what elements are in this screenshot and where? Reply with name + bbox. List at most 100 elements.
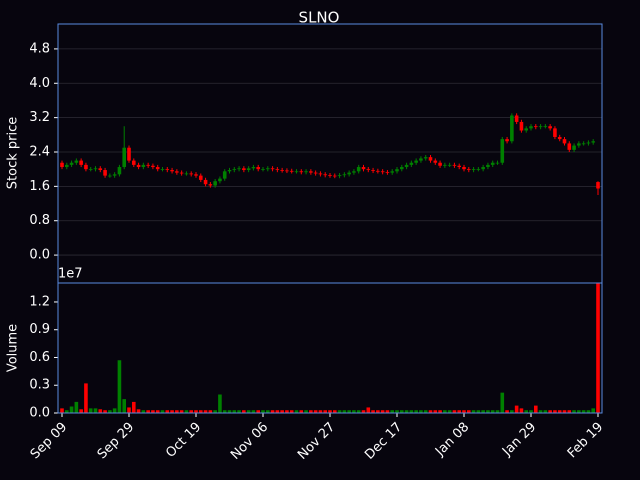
volume-bar [519, 408, 524, 413]
volume-bar [251, 410, 256, 413]
volume-bar [242, 410, 246, 413]
volume-bar [299, 410, 304, 413]
volume-bar [452, 410, 457, 413]
volume-bar [265, 410, 270, 413]
volume-bar [194, 410, 198, 413]
candle-body [380, 171, 385, 173]
candle-body [251, 167, 256, 169]
candle-body [510, 115, 514, 142]
candle-body [543, 126, 548, 128]
volume-bar [577, 410, 581, 413]
candle-body [294, 171, 299, 173]
volume-bar [213, 410, 217, 413]
volume-bar [390, 410, 395, 413]
candle-body [218, 178, 222, 182]
candle-body [524, 128, 529, 131]
candle-body [414, 160, 418, 163]
volume-bar [256, 410, 261, 413]
volume-bar [462, 410, 466, 413]
y-tick-label: 1.6 [29, 179, 50, 194]
candle-body [213, 181, 217, 186]
volume-bar [433, 410, 438, 413]
volume-bar [399, 410, 404, 413]
candle-body [141, 164, 146, 168]
volume-bar [127, 407, 131, 413]
candle-body [232, 169, 237, 171]
candle-body [596, 182, 600, 189]
candle-body [304, 171, 308, 173]
candle-body [428, 157, 433, 161]
candle-body [318, 173, 323, 175]
volume-bar [596, 283, 600, 413]
volume-bar [165, 410, 170, 413]
volume-bar [510, 410, 514, 413]
volume-bar [347, 410, 351, 413]
volume-bar [108, 410, 112, 413]
candle-body [323, 174, 328, 176]
volume-bar [514, 405, 519, 413]
volume-bar [447, 410, 452, 413]
candle-body [390, 171, 395, 173]
volume-bar [524, 410, 529, 413]
candle-body [131, 160, 136, 165]
candle-body [433, 160, 438, 163]
candle-body [342, 174, 347, 176]
candle-body [64, 164, 69, 168]
volume-bar [414, 410, 418, 413]
volume-bar [395, 410, 399, 413]
candle-body [562, 139, 567, 144]
candle-body [265, 168, 270, 170]
volume-tick-label: 0.6 [29, 350, 50, 365]
volume-bar [371, 410, 375, 413]
candle-body [581, 143, 586, 145]
candle-body [313, 172, 318, 174]
candle-body [490, 162, 495, 165]
volume-bar [409, 410, 414, 413]
volume-bar [88, 408, 93, 413]
candle-body [553, 128, 557, 137]
candle-body [194, 174, 198, 176]
volume-bar [285, 410, 289, 413]
candle-body [151, 165, 155, 168]
volume-bar [548, 410, 552, 413]
candle-body [189, 173, 194, 175]
candle-body [376, 170, 380, 172]
volume-bar [79, 409, 83, 413]
candle-body [419, 158, 423, 161]
candle-body [222, 171, 227, 179]
candle-body [476, 169, 481, 170]
volume-bar [471, 410, 476, 413]
volume-bar [117, 360, 122, 413]
candle-body [332, 175, 337, 177]
candle-body [577, 143, 581, 146]
volume-bar [505, 410, 509, 413]
y-tick-label: 4.0 [29, 76, 50, 91]
candle-body [586, 142, 591, 144]
candle-body [443, 164, 447, 166]
candle-body [74, 160, 79, 163]
candle-body [466, 169, 471, 171]
volume-bar [246, 410, 251, 413]
candle-body [246, 168, 251, 171]
volume-bar [309, 410, 313, 413]
candle-body [557, 136, 562, 140]
volume-bar [237, 410, 241, 413]
candle-body [184, 173, 189, 175]
volume-bar [332, 410, 337, 413]
candle-body [328, 175, 332, 176]
volume-bar [208, 410, 213, 413]
volume-bar [404, 410, 409, 413]
volume-bar [495, 410, 500, 413]
volume-tick-label: 0.0 [29, 406, 50, 421]
volume-bar [466, 410, 471, 413]
candle-body [352, 171, 356, 173]
candle-body [256, 167, 261, 170]
volume-bar [84, 383, 88, 413]
candle-body [127, 147, 131, 161]
volume-bar [342, 410, 347, 413]
candle-body [471, 169, 476, 171]
volume-bar [567, 410, 572, 413]
y-tick-label: 0.0 [29, 248, 50, 263]
